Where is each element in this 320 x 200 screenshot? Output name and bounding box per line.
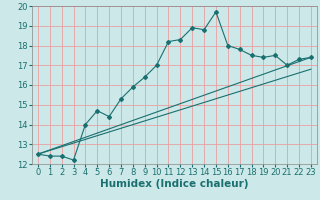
X-axis label: Humidex (Indice chaleur): Humidex (Indice chaleur) [100, 179, 249, 189]
